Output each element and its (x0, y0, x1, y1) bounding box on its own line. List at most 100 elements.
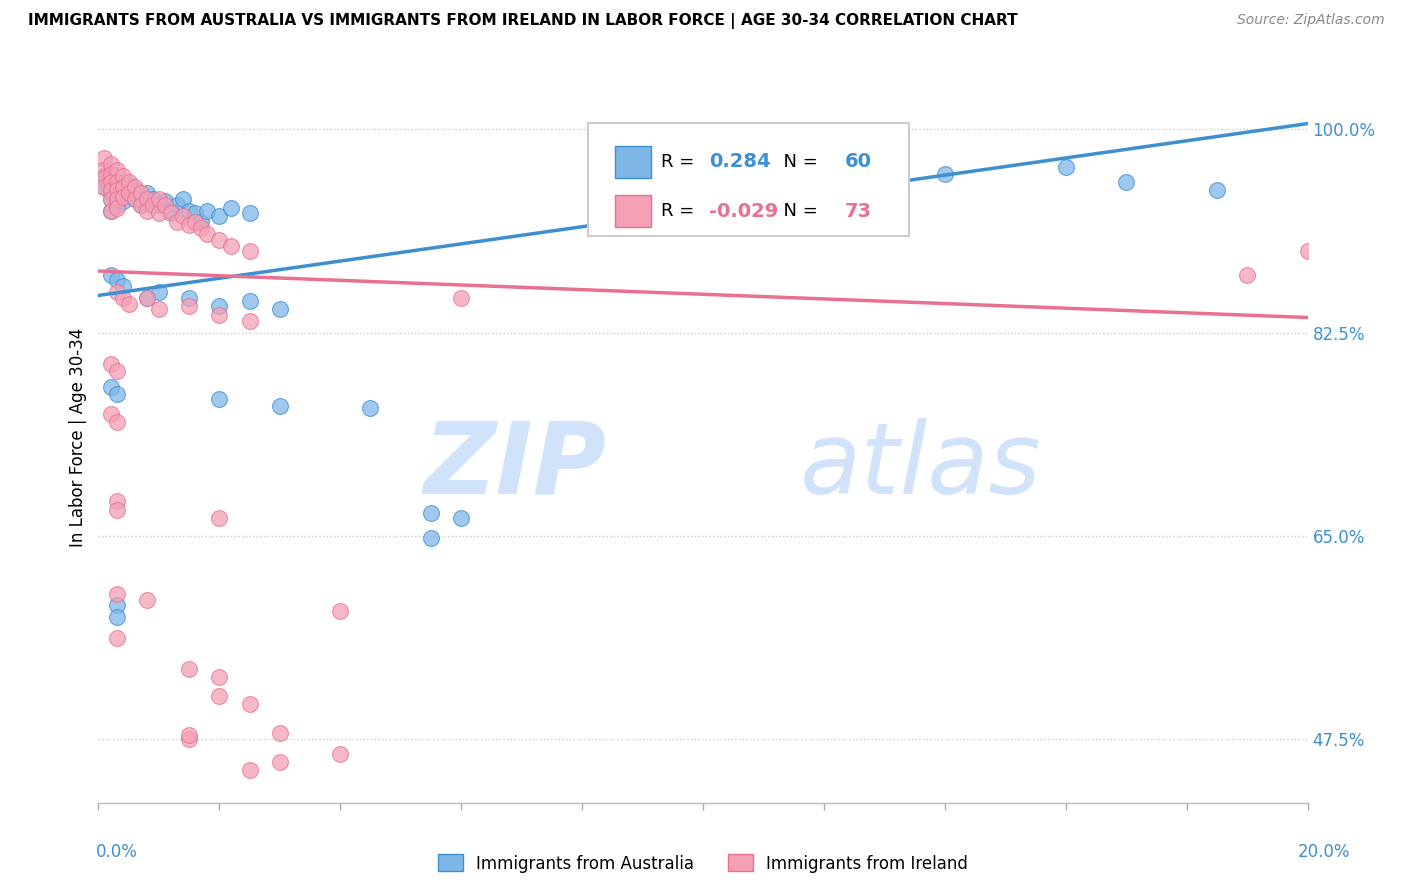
Point (208, 511, 231, 525)
Point (269, 755, 291, 769)
Point (1115, 175, 1137, 189)
Point (118, 187, 141, 202)
Point (118, 186, 141, 201)
Point (124, 183, 146, 197)
Point (239, 206, 262, 220)
Point (105, 183, 128, 197)
Bar (614, 146, 651, 178)
Point (135, 203, 157, 218)
Point (129, 190, 152, 204)
Text: atlas: atlas (800, 417, 1042, 515)
Point (221, 202, 243, 216)
Point (111, 291, 134, 305)
Point (813, 175, 835, 189)
Point (100, 203, 122, 218)
Point (148, 302, 170, 317)
Point (184, 206, 207, 220)
Point (208, 670, 231, 684)
Point (100, 186, 122, 201)
Text: 73: 73 (845, 202, 872, 221)
Point (118, 296, 141, 310)
Point (105, 273, 128, 287)
Point (93, 163, 115, 178)
Text: 20.0%: 20.0% (1298, 843, 1350, 861)
Point (105, 175, 128, 189)
Point (450, 291, 472, 305)
Bar (614, 195, 651, 227)
Text: N =: N = (772, 153, 824, 171)
Point (153, 198, 176, 212)
Text: 60: 60 (845, 153, 872, 171)
Point (105, 494, 128, 508)
Point (179, 299, 201, 313)
Point (208, 299, 231, 313)
Point (208, 308, 231, 322)
Point (118, 175, 141, 189)
Point (105, 202, 128, 216)
Legend: Immigrants from Australia, Immigrants from Ireland: Immigrants from Australia, Immigrants fr… (432, 847, 974, 880)
Point (93, 180, 115, 194)
Point (93, 169, 115, 183)
Point (420, 506, 443, 520)
Point (105, 163, 128, 178)
Point (105, 415, 128, 429)
Point (160, 203, 183, 218)
Point (179, 203, 201, 218)
Point (208, 233, 231, 247)
Point (124, 192, 146, 206)
Text: IMMIGRANTS FROM AUSTRALIA VS IMMIGRANTS FROM IRELAND IN LABOR FORCE | AGE 30-34 : IMMIGRANTS FROM AUSTRALIA VS IMMIGRANTS … (28, 13, 1018, 29)
Point (148, 192, 170, 206)
Text: R =: R = (661, 202, 700, 220)
Point (179, 729, 201, 743)
Point (153, 194, 176, 209)
Point (166, 198, 188, 212)
Point (360, 401, 382, 415)
Point (105, 587, 128, 601)
Point (1054, 160, 1077, 174)
Point (1236, 268, 1258, 282)
Text: N =: N = (772, 202, 824, 220)
Point (105, 599, 128, 613)
Point (129, 198, 152, 212)
Point (148, 285, 170, 299)
Point (124, 180, 146, 194)
Point (148, 206, 170, 220)
Point (195, 227, 218, 241)
Point (1296, 244, 1319, 259)
Point (118, 178, 141, 193)
Point (105, 503, 128, 517)
Point (111, 279, 134, 293)
Point (111, 180, 134, 194)
Point (208, 689, 231, 703)
Point (179, 218, 201, 232)
Text: -0.029: -0.029 (709, 202, 779, 221)
Point (111, 169, 134, 183)
Point (135, 291, 157, 305)
Point (195, 203, 218, 218)
Point (93, 175, 115, 189)
Point (100, 203, 122, 218)
Point (172, 210, 194, 224)
Point (124, 192, 146, 206)
Y-axis label: In Labor Force | Age 30-34: In Labor Force | Age 30-34 (69, 327, 87, 547)
Point (105, 175, 128, 189)
Point (1206, 183, 1229, 197)
Point (135, 192, 157, 206)
Point (208, 210, 231, 224)
Point (100, 175, 122, 189)
Point (239, 244, 262, 259)
Point (269, 726, 291, 740)
Point (239, 314, 262, 328)
Point (142, 198, 165, 212)
Point (105, 364, 128, 378)
Point (111, 180, 134, 194)
FancyBboxPatch shape (588, 122, 908, 235)
Point (105, 610, 128, 624)
Point (190, 215, 212, 229)
Point (179, 662, 201, 676)
Point (190, 221, 212, 235)
Point (100, 169, 122, 183)
Point (239, 764, 262, 778)
Point (100, 175, 122, 189)
Point (166, 215, 188, 229)
